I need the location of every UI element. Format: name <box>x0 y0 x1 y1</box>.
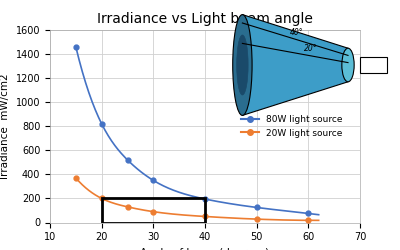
Polygon shape <box>242 14 348 116</box>
Text: 40°: 40° <box>290 28 304 37</box>
Bar <box>102 198 205 222</box>
Y-axis label: Irradiance  mW/cm2: Irradiance mW/cm2 <box>0 74 10 179</box>
Bar <box>360 56 387 74</box>
Ellipse shape <box>342 48 354 82</box>
Text: 20°: 20° <box>304 44 318 52</box>
Legend: 80W light source, 20W light source: 80W light source, 20W light source <box>237 112 346 141</box>
Ellipse shape <box>233 14 252 116</box>
Title: Irradiance vs Light beam angle: Irradiance vs Light beam angle <box>97 12 313 26</box>
Ellipse shape <box>237 35 248 95</box>
X-axis label: Angle of beam (degrees): Angle of beam (degrees) <box>140 248 270 250</box>
